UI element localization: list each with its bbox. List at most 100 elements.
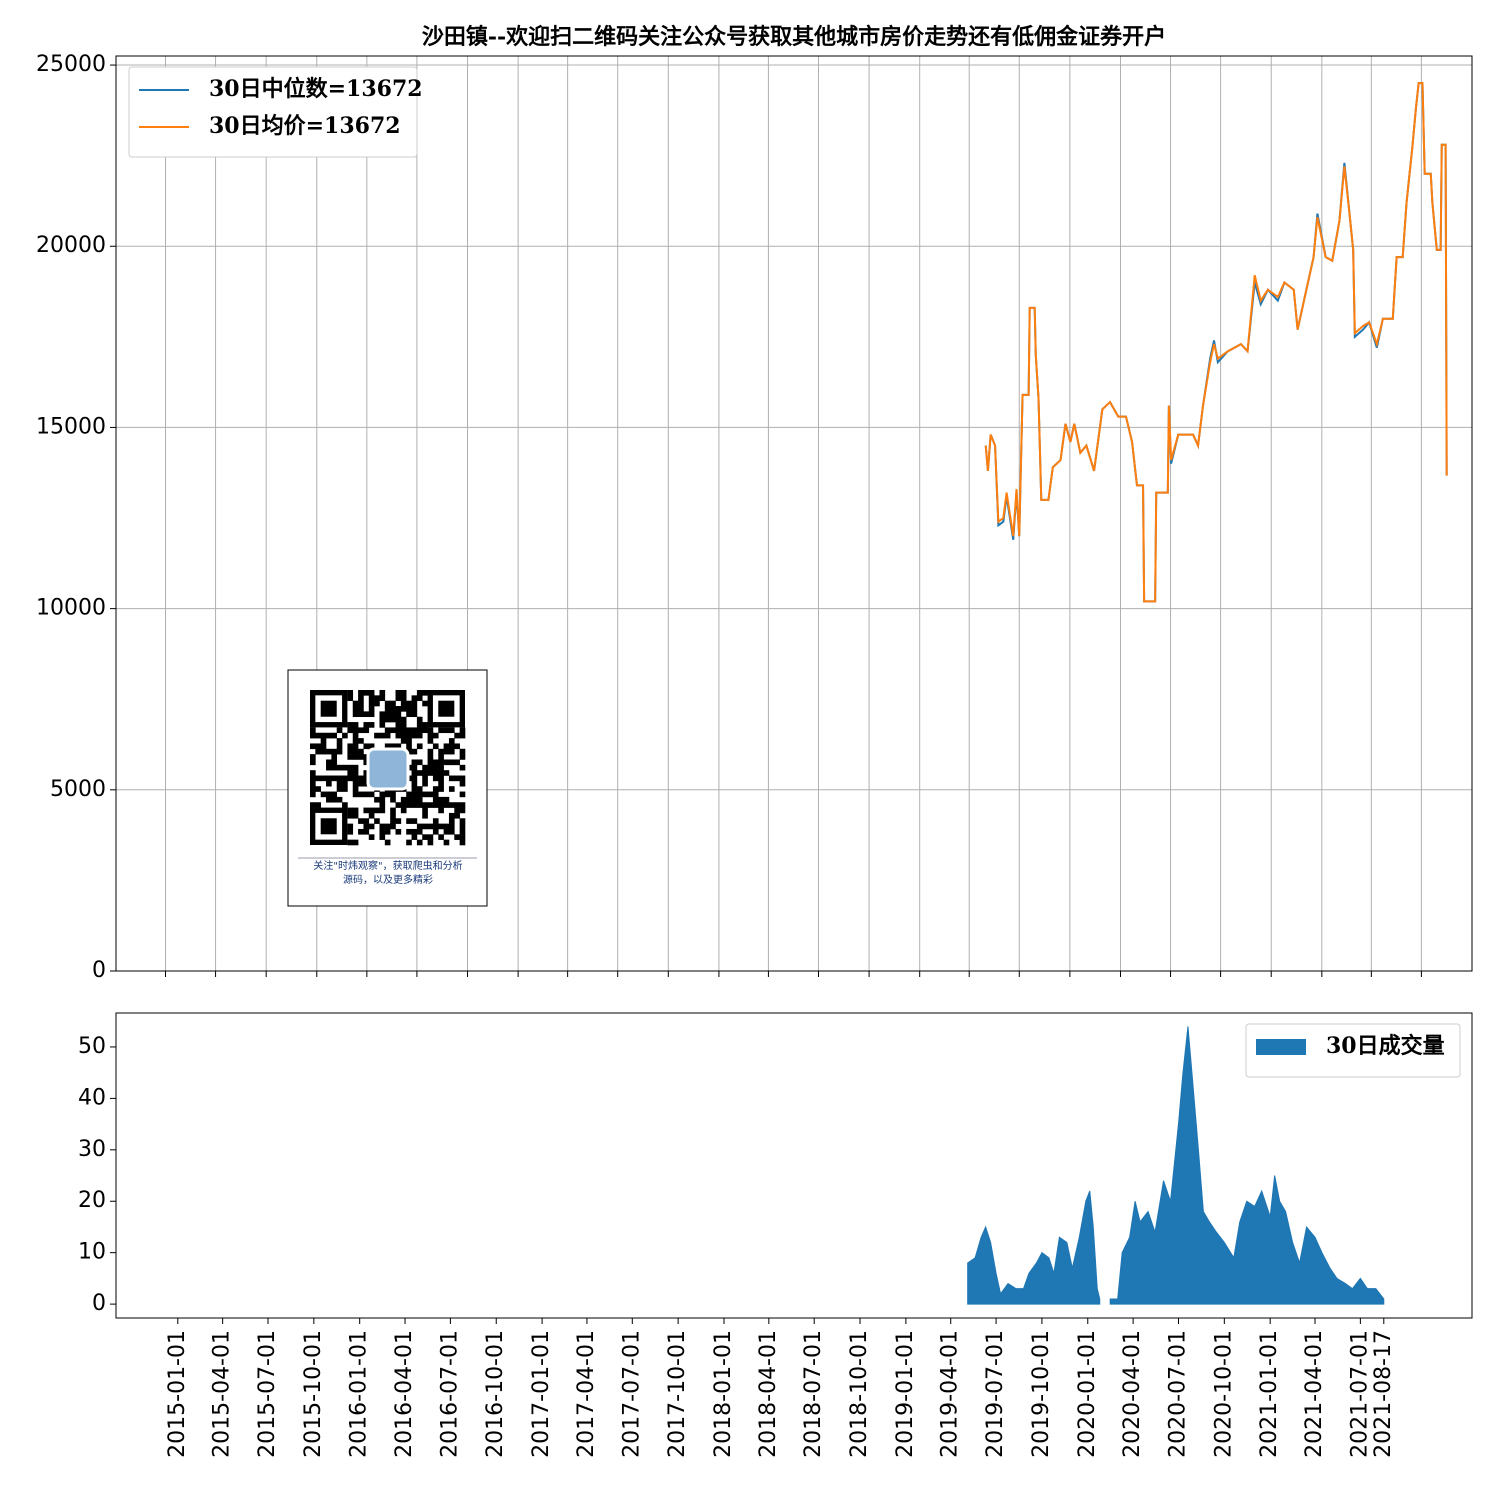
qr-cell [331, 791, 338, 798]
qr-cell [363, 780, 370, 787]
qr-cell [358, 690, 364, 696]
qr-cell [432, 732, 439, 739]
qr-cell [416, 716, 423, 723]
y-tick-label: 10 [78, 1240, 106, 1265]
qr-cell [459, 802, 466, 808]
qr-cell [400, 807, 407, 814]
qr-cell [352, 711, 359, 718]
qr-cell [390, 706, 396, 712]
qr-cell [395, 727, 402, 734]
qr-cell [352, 748, 359, 755]
qr-cell [363, 711, 370, 718]
qr-cell [390, 791, 396, 798]
qr-cell [320, 775, 327, 782]
qr-cell [438, 727, 444, 734]
qr-cell [454, 743, 460, 750]
qr-cell [368, 706, 375, 712]
qr-cell [390, 711, 396, 718]
qr-cell [427, 802, 434, 808]
qr-cell [454, 732, 460, 739]
qr-cell [432, 743, 439, 750]
qr-cell [363, 828, 370, 835]
chart-title: 沙田镇--欢迎扫二维码关注公众号获取其他城市房价走势还有低佣金证券开户 [422, 24, 1166, 50]
qr-cell [331, 796, 338, 803]
qr-cell [411, 770, 418, 776]
qr-cell [416, 732, 423, 739]
qr-cell [411, 706, 418, 712]
qr-cell [384, 706, 391, 712]
qr-cell [315, 802, 321, 808]
qr-cell [406, 802, 412, 808]
x-tick-label: 2021-08-17 [1371, 1330, 1396, 1458]
legend-label: 30日成交量 [1326, 1033, 1445, 1059]
qr-cell [432, 796, 439, 803]
qr-cell [368, 695, 375, 701]
qr-cell [368, 722, 375, 728]
qr-cell [358, 695, 364, 701]
qr-cell [368, 823, 375, 830]
qr-cell [368, 700, 375, 707]
qr-cell [347, 722, 354, 728]
x-tick-label: 2016-07-01 [437, 1330, 462, 1458]
legend-label: 30日中位数=13672 [209, 76, 423, 102]
volume-area [1109, 1026, 1385, 1305]
qr-cell [342, 780, 348, 787]
qr-cell [352, 786, 359, 792]
qr-cell [374, 732, 380, 739]
qr-cell [411, 759, 418, 766]
plot-frame [115, 55, 1473, 972]
qr-cell [400, 700, 407, 707]
qr-cell [331, 775, 338, 782]
x-tick-label: 2015-04-01 [210, 1330, 235, 1458]
legend-swatch [1256, 1039, 1306, 1055]
qr-cell [379, 695, 386, 701]
qr-cell [379, 732, 386, 739]
qr-cell [422, 727, 428, 734]
qr-cell [432, 786, 439, 792]
y-tick-label: 5000 [50, 777, 106, 802]
qr-cell [422, 807, 428, 814]
qr-cell [390, 796, 396, 803]
qr-cell [411, 695, 418, 701]
qr-cell [454, 759, 460, 766]
qr-cell [400, 722, 407, 728]
qr-cell [342, 775, 348, 782]
qr-cell [384, 828, 391, 835]
qr-cell [459, 732, 466, 739]
qr-cell [406, 748, 412, 755]
qr-cell [358, 738, 364, 744]
qr-cell [336, 743, 343, 750]
qr-cell [384, 711, 391, 718]
qr-cell [384, 791, 391, 798]
qr-cell [448, 759, 455, 766]
qr-cell [326, 796, 332, 803]
qr-cell [347, 839, 354, 846]
qr-cell [390, 812, 396, 819]
qr-cell [352, 732, 359, 739]
qr-cell [427, 759, 434, 766]
qr-cell [368, 807, 375, 814]
qr-cell [347, 764, 354, 771]
qr-cell [416, 786, 423, 792]
x-tick-label: 2016-10-01 [483, 1330, 508, 1458]
qr-cell [352, 812, 359, 819]
qr-cell [422, 690, 428, 696]
qr-cell [427, 791, 434, 798]
x-tick-label: 2017-04-01 [574, 1330, 599, 1458]
qr-cell [416, 791, 423, 798]
qr-cell [379, 823, 386, 830]
x-tick-label: 2018-07-01 [801, 1330, 826, 1458]
qr-cell [352, 727, 359, 734]
qr-cell [363, 727, 370, 734]
qr-cell [395, 716, 402, 723]
qr-cell [352, 706, 359, 712]
qr-cell [310, 759, 316, 766]
qr-cell [352, 743, 359, 750]
qr-logo [366, 747, 410, 791]
qr-cell [395, 743, 402, 750]
qr-cell [422, 722, 428, 728]
x-tick-label: 2021-01-01 [1257, 1330, 1282, 1458]
qr-cell [422, 834, 428, 840]
qr-cell [395, 818, 402, 824]
